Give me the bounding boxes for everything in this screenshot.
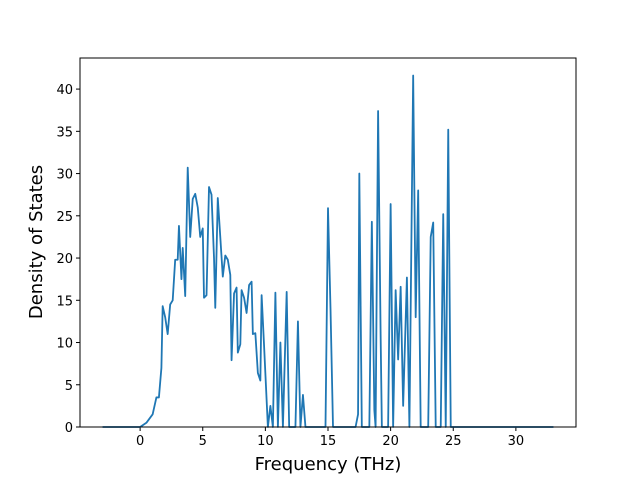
x-tick-label: 15 bbox=[320, 434, 337, 449]
x-tick-label: 0 bbox=[136, 434, 144, 449]
x-tick-label: 30 bbox=[508, 434, 525, 449]
y-tick-label: 20 bbox=[56, 252, 73, 267]
x-tick-label: 25 bbox=[445, 434, 462, 449]
x-tick-label: 5 bbox=[199, 434, 207, 449]
y-tick-label: 40 bbox=[56, 83, 73, 98]
y-tick-label: 25 bbox=[56, 210, 73, 225]
x-tick-label: 10 bbox=[257, 434, 274, 449]
x-axis-label: Frequency (THz) bbox=[255, 454, 402, 475]
x-tick-label: 20 bbox=[382, 434, 399, 449]
y-tick-label: 5 bbox=[65, 379, 73, 394]
plot-frame bbox=[79, 57, 577, 428]
y-tick-label: 15 bbox=[56, 294, 73, 309]
y-tick-label: 10 bbox=[56, 337, 73, 352]
y-tick-label: 0 bbox=[65, 421, 73, 436]
y-axis-label: Density of States bbox=[26, 165, 47, 319]
dos-line bbox=[102, 74, 554, 428]
y-tick-label: 35 bbox=[56, 125, 73, 140]
y-tick-label: 30 bbox=[56, 168, 73, 183]
